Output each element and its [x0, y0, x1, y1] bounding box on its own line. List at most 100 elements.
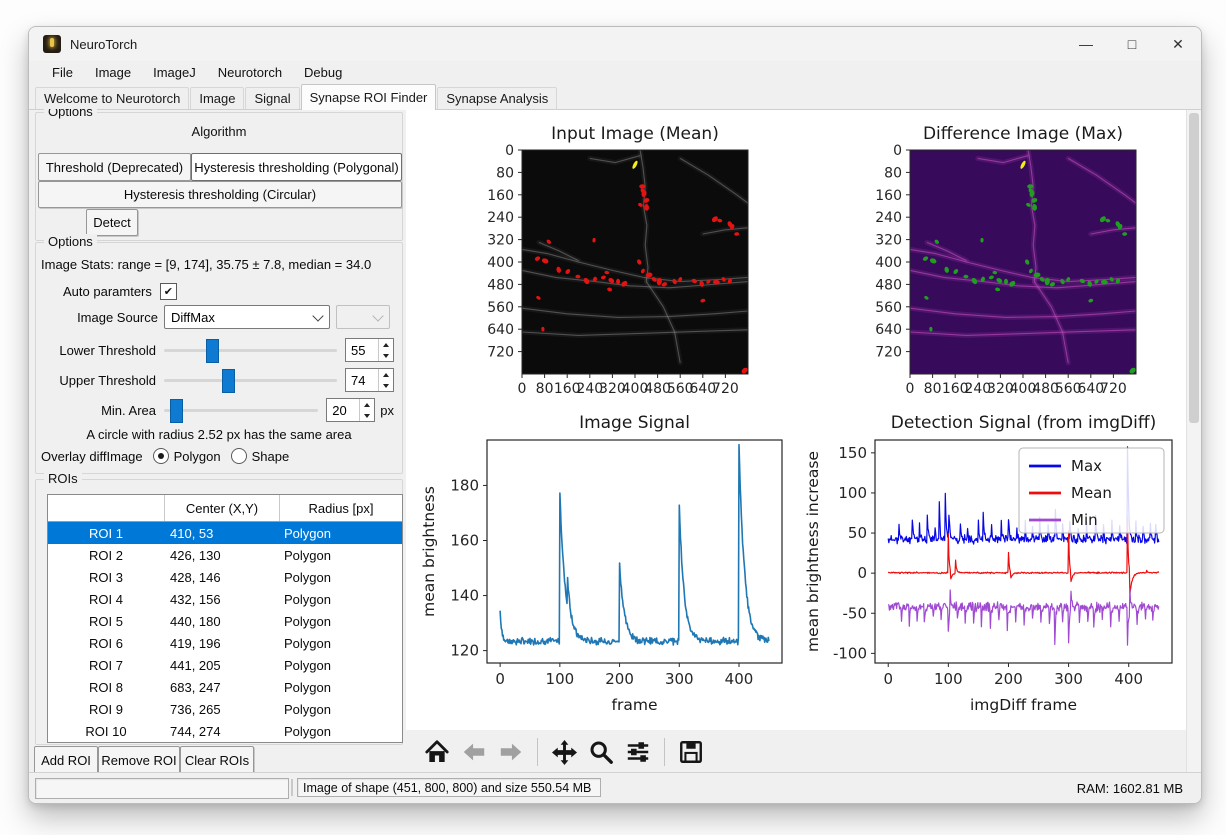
remove-roi-button[interactable]: Remove ROI — [98, 746, 180, 774]
svg-text:-50: -50 — [843, 604, 868, 622]
chevron-down-icon — [312, 310, 323, 321]
table-row[interactable]: ROI 9736, 265Polygon — [48, 698, 402, 720]
threshold-deprecated-button[interactable]: Threshold (Deprecated) — [38, 153, 191, 181]
svg-text:80: 80 — [924, 381, 942, 397]
rois-group-label: ROIs — [44, 471, 82, 486]
svg-text:frame: frame — [612, 696, 658, 714]
statusbar: Image of shape (451, 800, 800) and size … — [29, 772, 1201, 803]
table-row[interactable]: ROI 6419, 196Polygon — [48, 632, 402, 654]
svg-text:Difference Image (Max): Difference Image (Max) — [923, 124, 1123, 144]
algorithm-label: Algorithm — [36, 124, 402, 139]
forward-icon[interactable] — [496, 737, 526, 767]
lower-threshold-slider[interactable] — [164, 338, 337, 362]
maximize-button[interactable]: □ — [1109, 27, 1155, 61]
spin-up-icon[interactable] — [379, 369, 393, 380]
titlebar: NeuroTorch — □ ✕ — [29, 27, 1201, 61]
svg-text:320: 320 — [875, 233, 902, 249]
svg-text:300: 300 — [1054, 670, 1083, 688]
upper-threshold-label: Upper Threshold — [36, 373, 164, 388]
svg-text:0: 0 — [857, 564, 867, 582]
table-row[interactable]: ROI 2426, 130Polygon — [48, 544, 402, 566]
auto-params-label: Auto paramters — [63, 284, 152, 299]
svg-text:150: 150 — [838, 444, 867, 462]
min-area-slider[interactable] — [164, 398, 318, 422]
image-source-label: Image Source — [36, 310, 164, 325]
tab-synapse-roi-finder[interactable]: Synapse ROI Finder — [301, 84, 437, 110]
clear-rois-button[interactable]: Clear ROIs — [180, 746, 254, 774]
svg-text:100: 100 — [838, 484, 867, 502]
svg-text:100: 100 — [934, 670, 963, 688]
menu-file[interactable]: File — [41, 63, 84, 83]
menu-debug[interactable]: Debug — [293, 63, 353, 83]
status-message: Image of shape (451, 800, 800) and size … — [297, 778, 601, 797]
table-row[interactable]: ROI 5440, 180Polygon — [48, 610, 402, 632]
svg-text:720: 720 — [712, 381, 739, 397]
svg-text:140: 140 — [450, 587, 479, 605]
svg-text:mean brightness: mean brightness — [420, 486, 438, 617]
min-area-thumb[interactable] — [170, 399, 183, 423]
table-row[interactable]: ROI 4432, 156Polygon — [48, 588, 402, 610]
tab-image[interactable]: Image — [190, 87, 244, 109]
table-row[interactable]: ROI 7441, 205Polygon — [48, 654, 402, 676]
pan-icon[interactable] — [549, 737, 579, 767]
mpl-toolbar — [406, 730, 1186, 773]
close-button[interactable]: ✕ — [1155, 27, 1201, 61]
menubar: File Image ImageJ Neurotorch Debug — [29, 61, 1201, 84]
checkmark-icon: ✔ — [164, 285, 173, 298]
table-row[interactable]: ROI 1410, 53Polygon — [48, 522, 402, 544]
plot-canvas[interactable]: 0080801601602402403203204004004804805605… — [406, 110, 1186, 773]
upper-threshold-spinbox[interactable]: 74 — [345, 368, 394, 392]
auto-params-checkbox[interactable]: ✔ — [160, 283, 177, 300]
svg-text:480: 480 — [487, 277, 514, 293]
svg-text:320: 320 — [487, 233, 514, 249]
hysteresis-polygonal-button[interactable]: Hysteresis thresholding (Polygonal) — [191, 153, 402, 181]
overlay-diffimage-label: Overlay diffImage — [41, 449, 143, 464]
tab-welcome[interactable]: Welcome to Neurotorch — [35, 87, 189, 109]
tab-synapse-analysis[interactable]: Synapse Analysis — [437, 87, 557, 109]
min-area-spinbox[interactable]: 20 — [326, 398, 375, 422]
svg-text:400: 400 — [875, 255, 902, 271]
lower-threshold-thumb[interactable] — [206, 339, 219, 363]
spin-down-icon[interactable] — [379, 350, 393, 361]
add-roi-button[interactable]: Add ROI — [34, 746, 98, 774]
save-icon[interactable] — [676, 737, 706, 767]
plots-figure[interactable]: 0080801601602402403203204004004804805605… — [406, 110, 1186, 730]
table-row[interactable]: ROI 10744, 274Polygon — [48, 720, 402, 742]
vertical-scrollbar[interactable] — [1186, 110, 1201, 773]
upper-threshold-thumb[interactable] — [222, 369, 235, 393]
tab-signal[interactable]: Signal — [245, 87, 299, 109]
scrollbar-thumb[interactable] — [1189, 113, 1199, 423]
image-stats: Image Stats: range = [9, 174], 35.75 ± 7… — [41, 257, 371, 272]
home-icon[interactable] — [422, 737, 452, 767]
secondary-combobox-disabled — [336, 305, 390, 329]
svg-text:720: 720 — [1100, 381, 1127, 397]
roi-table-header: Center (X,Y) Radius [px] — [48, 495, 402, 522]
table-row[interactable]: ROI 8683, 247Polygon — [48, 676, 402, 698]
spin-up-icon[interactable] — [379, 339, 393, 350]
svg-text:Mean: Mean — [1071, 484, 1112, 502]
upper-threshold-slider[interactable] — [164, 368, 337, 392]
svg-text:640: 640 — [875, 322, 902, 338]
column-radius: Radius [px] — [280, 495, 402, 521]
svg-text:Image Signal: Image Signal — [579, 413, 690, 433]
svg-text:Max: Max — [1071, 457, 1102, 475]
svg-text:0: 0 — [883, 670, 893, 688]
spin-down-icon[interactable] — [379, 380, 393, 391]
menu-neurotorch[interactable]: Neurotorch — [207, 63, 293, 83]
zoom-icon[interactable] — [586, 737, 616, 767]
spin-up-icon[interactable] — [360, 399, 374, 410]
spin-down-icon[interactable] — [360, 410, 374, 421]
radio-polygon[interactable]: Polygon — [153, 448, 221, 464]
configure-subplots-icon[interactable] — [623, 737, 653, 767]
table-row[interactable]: ROI 3428, 146Polygon — [48, 566, 402, 588]
menu-image[interactable]: Image — [84, 63, 142, 83]
back-icon[interactable] — [459, 737, 489, 767]
menu-imagej[interactable]: ImageJ — [142, 63, 207, 83]
svg-text:80: 80 — [536, 381, 554, 397]
radio-shape[interactable]: Shape — [231, 448, 290, 464]
minimize-button[interactable]: — — [1063, 27, 1109, 61]
image-source-combobox[interactable]: DiffMax — [164, 305, 330, 329]
detect-button[interactable]: Detect — [86, 209, 138, 236]
hysteresis-circular-button[interactable]: Hysteresis thresholding (Circular) — [38, 181, 402, 208]
lower-threshold-spinbox[interactable]: 55 — [345, 338, 394, 362]
